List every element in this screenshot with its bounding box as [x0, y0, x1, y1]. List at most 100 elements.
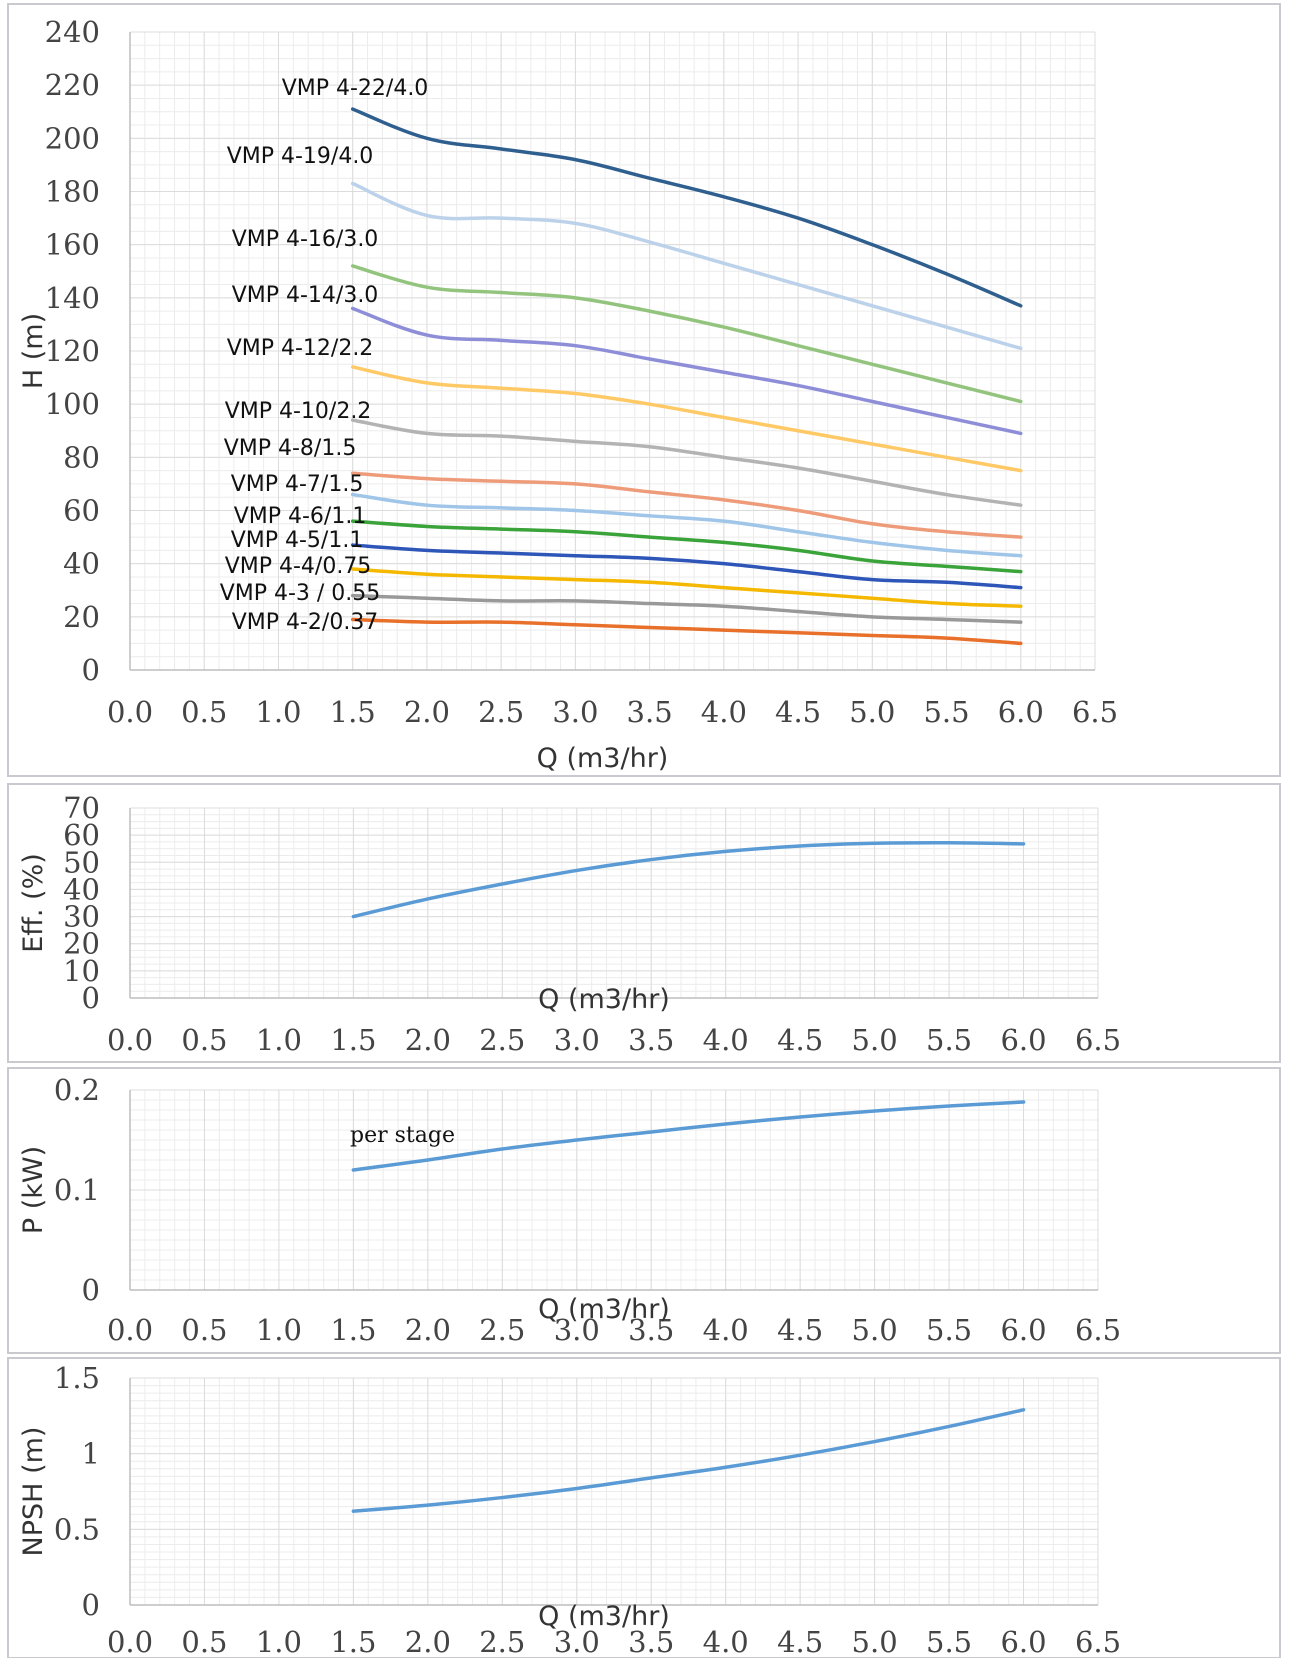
head-series-label: VMP 4-16/3.0: [232, 227, 379, 252]
head-series-label: VMP 4-6/1.1: [234, 504, 367, 529]
efficiency-x-tick-label: 6.5: [1075, 1023, 1121, 1057]
npsh-y-tick-label: 0.5: [54, 1512, 100, 1546]
power-series-line: [351, 1100, 1026, 1172]
head-panel-frame: [7, 3, 1281, 777]
efficiency-x-tick-label: 3.5: [628, 1023, 674, 1057]
head-series-line: [350, 567, 1023, 608]
power-x-tick-label: 1.5: [330, 1313, 376, 1347]
npsh-x-tick-label: 2.5: [479, 1625, 525, 1658]
efficiency-chart: 0.0 0.5 1.0 1.5 2.0 2.5 3.0 3.5 4.0 4.5 5.0 5.5 6.0 6…: [7, 783, 1281, 1063]
head-x-tick-label: 6.5: [1072, 695, 1118, 729]
head-x-tick-label: 5.0: [849, 695, 895, 729]
head-series-label: VMP 4-2/0.37: [232, 610, 379, 635]
npsh-series-line: [351, 1408, 1026, 1513]
head-series-label: VMP 4-8/1.5: [224, 436, 357, 461]
head-series-line: [350, 418, 1023, 507]
power-x-tick-label: 4.5: [777, 1313, 823, 1347]
efficiency-x-axis-title: Q (m3/hr): [538, 984, 670, 1015]
efficiency-x-tick-label: 0.5: [181, 1023, 227, 1057]
power-x-tick-label: 5.0: [852, 1313, 898, 1347]
power-x-tick-label: 2.0: [405, 1313, 451, 1347]
power-annotation: per stage: [350, 1123, 455, 1148]
head-y-tick-label: 180: [45, 175, 100, 209]
npsh-x-tick-label: 3.5: [628, 1625, 674, 1658]
head-y-tick-label: 220: [45, 68, 100, 102]
head-y-tick-label: 40: [63, 547, 100, 581]
head-series-line: [350, 492, 1023, 558]
power-y-tick-label: 0.1: [54, 1173, 100, 1207]
head-y-tick-label: 140: [45, 281, 100, 315]
head-x-tick-label: 1.5: [330, 695, 376, 729]
head-x-tick-label: 0.0: [107, 695, 153, 729]
power-x-tick-label: 4.0: [703, 1313, 749, 1347]
head-chart: 0.0 0.5 1.0 1.5 2.0 2.5 3.0 3.5 4.0 4.5 5.0 5.5 6.0 6…: [7, 3, 1281, 777]
efficiency-x-tick-label: 1.0: [256, 1023, 302, 1057]
efficiency-x-tick-label: 4.0: [703, 1023, 749, 1057]
head-y-axis-title: H (m): [18, 313, 49, 389]
efficiency-x-tick-label: 5.5: [926, 1023, 972, 1057]
head-x-tick-label: 2.5: [478, 695, 524, 729]
head-y-tick-label: 60: [63, 494, 100, 528]
head-x-tick-label: 4.5: [775, 695, 821, 729]
efficiency-x-tick-label: 2.0: [405, 1023, 451, 1057]
npsh-x-tick-label: 2.0: [405, 1625, 451, 1658]
power-chart: 0.0 0.5 1.0 1.5 2.0 2.5 3.0 3.5 4.0 4.5 5.0 5.5 6.0 6…: [7, 1067, 1281, 1354]
head-series-line: [350, 264, 1023, 404]
head-series-line: [350, 593, 1023, 624]
head-x-tick-label: 5.5: [923, 695, 969, 729]
head-x-tick-label: 0.5: [181, 695, 227, 729]
head-series-label: VMP 4-22/4.0: [282, 76, 429, 101]
npsh-x-axis-title: Q (m3/hr): [538, 1601, 670, 1632]
power-x-tick-label: 6.0: [1000, 1313, 1046, 1347]
head-y-tick-label: 0: [82, 653, 100, 687]
npsh-gridlines: [129, 1377, 1099, 1606]
npsh-x-tick-label: 3.0: [554, 1625, 600, 1658]
head-x-axis-title: Q (m3/hr): [537, 743, 669, 774]
efficiency-y-tick-label: 50: [63, 845, 100, 879]
head-series-line: [350, 365, 1023, 473]
npsh-x-tick-label: 4.5: [777, 1625, 823, 1658]
npsh-x-tick-label: 6.5: [1075, 1625, 1121, 1658]
npsh-y-tick-label: 1.5: [54, 1361, 100, 1395]
power-x-tick-label: 3.0: [554, 1313, 600, 1347]
npsh-x-tick-label: 1.5: [330, 1625, 376, 1658]
npsh-x-tick-label: 5.0: [852, 1625, 898, 1658]
power-x-tick-label: 0.0: [107, 1313, 153, 1347]
power-x-tick-label: 1.0: [256, 1313, 302, 1347]
head-y-tick-label: 80: [63, 440, 100, 474]
efficiency-y-tick-label: 20: [63, 927, 100, 961]
npsh-chart: 0.0 0.5 1.0 1.5 2.0 2.5 3.0 3.5 4.0 4.5 5.0 5.5 6.0 6…: [7, 1357, 1281, 1658]
efficiency-y-tick-label: 10: [63, 954, 100, 988]
head-x-tick-label: 3.5: [627, 695, 673, 729]
head-series-line: [350, 617, 1023, 646]
power-x-tick-label: 6.5: [1075, 1313, 1121, 1347]
npsh-x-tick-label: 5.5: [926, 1625, 972, 1658]
head-series-label: VMP 4-7/1.5: [231, 472, 364, 497]
head-series-line: [350, 543, 1023, 590]
head-x-tick-label: 4.0: [701, 695, 747, 729]
head-series-label: VMP 4-5/1.1: [231, 528, 364, 553]
head-y-tick-label: 20: [63, 600, 100, 634]
power-gridlines: [129, 1089, 1099, 1291]
efficiency-x-tick-label: 6.0: [1000, 1023, 1046, 1057]
efficiency-series-line: [351, 840, 1026, 919]
efficiency-y-tick-label: 30: [63, 900, 100, 934]
power-x-tick-label: 0.5: [181, 1313, 227, 1347]
npsh-y-axis-title: NPSH (m): [18, 1427, 49, 1557]
head-series-line: [350, 107, 1023, 308]
efficiency-x-tick-label: 5.0: [852, 1023, 898, 1057]
npsh-x-tick-label: 4.0: [703, 1625, 749, 1658]
efficiency-x-tick-label: 1.5: [330, 1023, 376, 1057]
head-y-tick-label: 100: [45, 387, 100, 421]
power-y-axis-title: P (kW): [18, 1146, 49, 1234]
power-x-tick-label: 3.5: [628, 1313, 674, 1347]
head-y-tick-label: 120: [45, 334, 100, 368]
head-series-label: VMP 4-4/0.75: [225, 554, 372, 579]
head-series-label: VMP 4-12/2.2: [227, 336, 374, 361]
efficiency-x-tick-label: 2.5: [479, 1023, 525, 1057]
efficiency-y-tick-label: 0: [82, 981, 100, 1015]
power-y-tick-label: 0: [82, 1273, 100, 1307]
head-series-label: VMP 4-14/3.0: [232, 283, 379, 308]
efficiency-y-tick-label: 60: [63, 818, 100, 852]
head-series-label: VMP 4-3 / 0.55: [220, 581, 381, 606]
